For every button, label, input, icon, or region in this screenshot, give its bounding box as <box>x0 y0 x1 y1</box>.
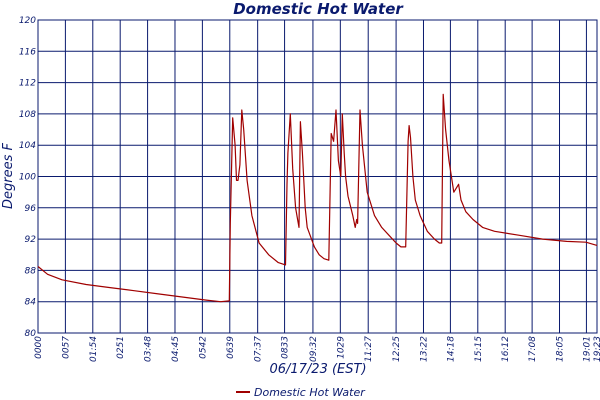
x-tick-label: 16:12 <box>501 336 511 362</box>
x-tick-label: 0639 <box>226 336 236 359</box>
x-axis-ticks: 0000 0057 01:54 0251 03:48 04:45 0542 0639 07:37… <box>34 336 600 362</box>
x-tick-label: 17:08 <box>528 336 538 362</box>
x-tick-label: 13:22 <box>419 336 429 362</box>
x-tick-label: 19:23 <box>593 336 600 362</box>
legend: Domestic Hot Water <box>236 386 366 399</box>
x-tick-label: 14:18 <box>446 336 456 362</box>
x-tick-label: 15:15 <box>474 336 484 362</box>
x-axis-label: 06/17/23 (EST) <box>269 362 366 377</box>
x-tick-label: 0057 <box>61 336 71 359</box>
x-tick-label: 12:25 <box>392 336 402 362</box>
y-tick-label: 84 <box>25 298 37 308</box>
x-tick-label: 04:45 <box>171 336 181 362</box>
y-tick-label: 92 <box>25 235 37 245</box>
x-tick-label: 11:27 <box>364 336 374 362</box>
y-tick-label: 116 <box>19 47 36 57</box>
x-tick-label: 1029 <box>336 336 346 359</box>
y-tick-label: 96 <box>25 204 37 214</box>
y-tick-label: 100 <box>19 173 36 183</box>
y-tick-label: 108 <box>19 110 36 120</box>
series-layer <box>37 93 598 303</box>
y-tick-label: 112 <box>19 79 36 89</box>
x-tick-label: 01:54 <box>89 336 99 362</box>
series-line-domestic-hot-water <box>37 93 598 303</box>
grid-lines <box>37 19 598 334</box>
x-tick-label: 18:05 <box>556 336 566 362</box>
y-tick-label: 80 <box>25 329 37 339</box>
y-axis-ticks: 80 84 88 92 96 100 104 108 112 116 120 <box>19 16 36 339</box>
x-tick-label: 0833 <box>281 336 291 359</box>
y-tick-label: 88 <box>25 266 37 276</box>
x-tick-label: 0251 <box>116 336 126 359</box>
x-tick-label: 0000 <box>34 336 44 359</box>
chart-title: Domestic Hot Water <box>233 0 404 18</box>
legend-label: Domestic Hot Water <box>254 386 366 399</box>
x-tick-label: 0542 <box>198 336 208 359</box>
x-tick-label: 19:01 <box>582 336 592 362</box>
y-tick-label: 104 <box>19 141 36 151</box>
x-tick-label: 03:48 <box>144 336 154 362</box>
x-tick-label: 09:32 <box>309 336 319 362</box>
y-tick-label: 120 <box>19 16 36 26</box>
y-axis-label: Degrees F <box>1 142 16 209</box>
x-tick-label: 07:37 <box>254 336 264 362</box>
